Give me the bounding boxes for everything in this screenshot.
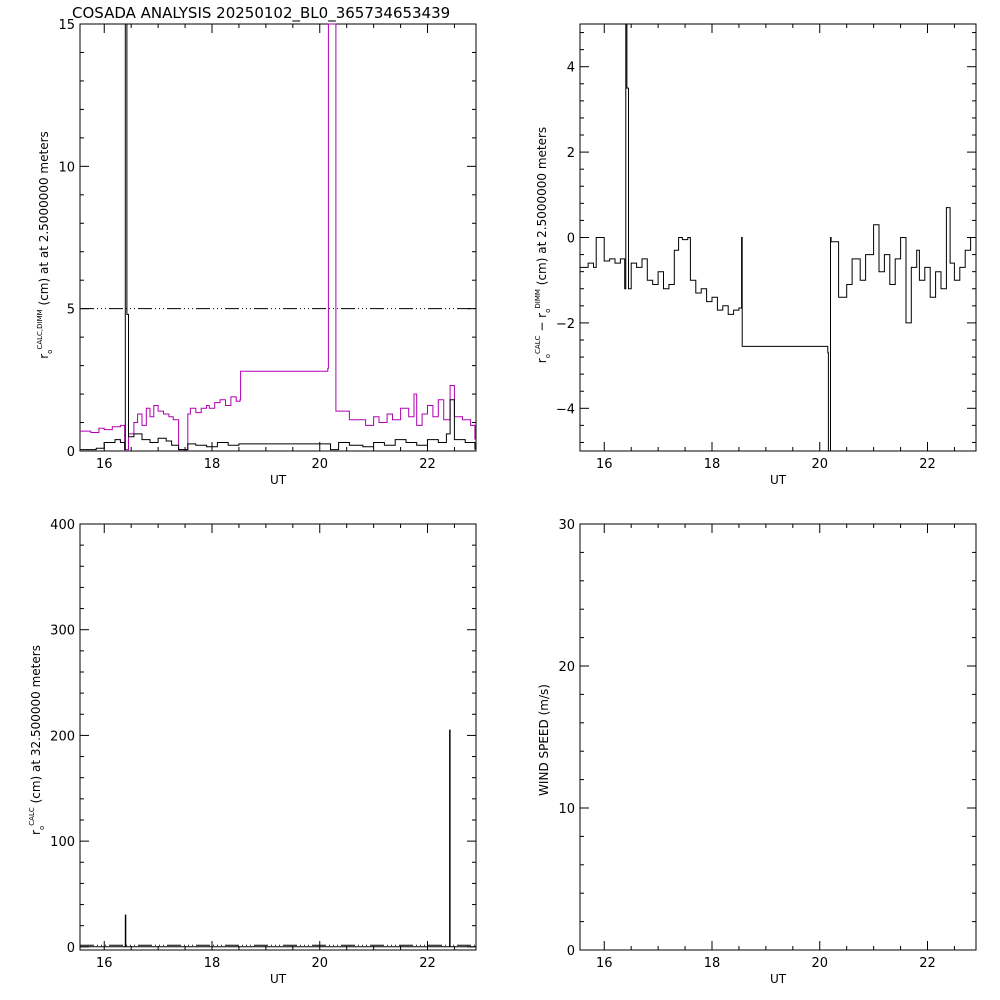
y-tick-label: 10	[558, 802, 575, 817]
y-tick-label: 30	[558, 518, 575, 533]
y-label-text: WIND SPEED (m/s)	[537, 684, 551, 796]
y-label-subscript: o	[544, 309, 552, 313]
y-tick-label: 4	[567, 61, 575, 76]
y-label-text: (cm) at 2.5000000 meters	[535, 127, 549, 289]
panel-ro-calc-dimm: 16 18 20 22 0 5 10 15 UT roCALC,DIMM (cm) at at 2…	[36, 18, 477, 487]
plot-frame	[79, 23, 477, 452]
y-tick-label: 0	[67, 445, 75, 460]
y-label-minus: − r	[535, 313, 549, 336]
panel-ro-calc-high: 16 18 20 22 0 100 200 300 400 UT roCALC (cm) at 32…	[28, 518, 477, 986]
x-tick-label: 18	[704, 956, 721, 971]
y-label-symbol: r	[29, 830, 43, 835]
y-label-superscript: DIMM	[534, 289, 542, 309]
x-tick-label: 22	[919, 956, 936, 971]
x-tick-label: 20	[811, 956, 828, 971]
y-tick-label: 0	[567, 944, 575, 959]
y-tick-label: 15	[58, 18, 75, 33]
y-axis-label: roCALC (cm) at 32.500000 meters	[28, 645, 46, 835]
plot-frame	[579, 23, 977, 452]
plot-frame	[579, 523, 977, 951]
x-tick-label: 16	[96, 956, 113, 971]
y-axis-label: roCALC,DIMM (cm) at at 2.5000000 meters	[36, 131, 54, 359]
y-label-text: (cm) at at 2.5000000 meters	[37, 131, 51, 309]
x-axis-label: UT	[270, 972, 287, 986]
y-axis-label: WIND SPEED (m/s)	[537, 684, 551, 796]
y-tick-label: 20	[558, 660, 575, 675]
series-line-0	[80, 729, 476, 948]
y-label-symbol: r	[37, 354, 51, 359]
x-tick-label: 20	[811, 457, 828, 472]
y-label-superscript: CALC	[534, 335, 542, 354]
y-tick-label: 200	[50, 729, 75, 744]
x-axis-label: UT	[270, 473, 287, 487]
y-tick-label: 100	[50, 835, 75, 850]
x-tick-label: 22	[919, 457, 936, 472]
plot-frame	[79, 523, 477, 951]
panel-wind-speed: 16 18 20 22 0 10 20 30 UT WIND SPEED (m/s)	[537, 518, 977, 986]
y-label-symbol: r	[535, 358, 549, 363]
y-label-superscript: CALC	[28, 807, 36, 826]
x-tick-label: 20	[311, 956, 328, 971]
x-tick-label: 16	[96, 457, 113, 472]
y-label-subscript: o	[544, 354, 552, 358]
y-label-superscript: CALC,DIMM	[36, 309, 44, 349]
x-tick-label: 20	[311, 457, 328, 472]
x-tick-label: 16	[596, 457, 613, 472]
y-tick-label: 0	[567, 232, 575, 247]
y-tick-label: 2	[567, 146, 575, 161]
y-tick-label: 400	[50, 518, 75, 533]
x-tick-label: 22	[419, 457, 436, 472]
y-tick-label: 0	[67, 941, 75, 956]
series-line-0	[80, 23, 476, 451]
y-tick-label: 300	[50, 624, 75, 639]
x-tick-label: 18	[204, 956, 221, 971]
y-axis-label: roCALC − roDIMM (cm) at 2.5000000 meters	[534, 127, 552, 363]
y-tick-label: 10	[58, 160, 75, 175]
x-tick-label: 18	[204, 457, 221, 472]
x-axis-label: UT	[770, 473, 787, 487]
x-axis-label: UT	[770, 972, 787, 986]
x-tick-label: 22	[419, 956, 436, 971]
y-label-subscript: o	[38, 826, 46, 830]
x-tick-label: 18	[704, 457, 721, 472]
y-tick-label: −2	[556, 317, 575, 332]
y-label-subscript: o	[46, 350, 54, 354]
y-tick-label: −4	[556, 402, 575, 417]
y-tick-label: 5	[67, 303, 75, 318]
x-tick-label: 16	[596, 956, 613, 971]
figure-title: COSADA ANALYSIS 20250102_BL0_36573465343…	[72, 4, 450, 23]
y-label-text: (cm) at 32.500000 meters	[29, 645, 43, 807]
series-line-0	[580, 23, 975, 452]
series-line-1	[80, 23, 476, 451]
